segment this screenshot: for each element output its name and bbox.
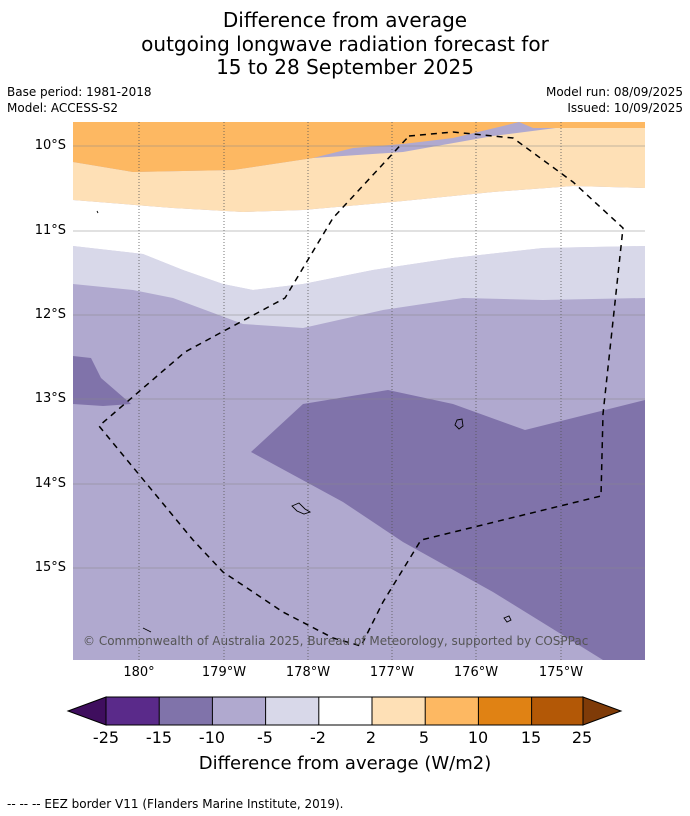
title-line-1: Difference from average bbox=[222, 8, 468, 32]
colorbar-tick-label: 10 bbox=[467, 728, 489, 747]
lat-label: 15°S bbox=[34, 560, 66, 575]
lon-label: 176°W bbox=[453, 665, 499, 680]
colorbar-tick-label: 25 bbox=[571, 728, 593, 747]
copyright-notice: © Commonwealth of Australia 2025, Bureau… bbox=[83, 634, 588, 648]
eez-border bbox=[97, 131, 624, 647]
colorbar-tick-label: 2 bbox=[365, 728, 377, 747]
colorbar-swatch bbox=[106, 697, 160, 725]
band-pos5 bbox=[73, 122, 403, 172]
band-neg10-west bbox=[73, 356, 131, 406]
band-pos2 bbox=[73, 122, 645, 212]
islet-northwest bbox=[96, 210, 99, 214]
colorbar-min-extension bbox=[66, 696, 107, 726]
eez-legend: -- -- -- EEZ border V11 (Flanders Marine… bbox=[7, 797, 344, 811]
colorbar-tick-label: -15 bbox=[145, 728, 173, 747]
title-line-2: outgoing longwave radiation forecast for bbox=[141, 32, 549, 56]
island-east bbox=[454, 418, 464, 430]
colorbar-tick-label: 5 bbox=[418, 728, 430, 747]
island-outlines bbox=[96, 210, 512, 633]
colorbar-tick-label: -10 bbox=[198, 728, 226, 747]
colorbar-tick-label: 15 bbox=[520, 728, 542, 747]
model-label: Model: ACCESS-S2 bbox=[7, 101, 119, 115]
colorbar-swatch bbox=[478, 697, 532, 725]
lat-label: 14°S bbox=[34, 476, 66, 491]
colorbar-swatch bbox=[531, 697, 583, 725]
lat-label: 12°S bbox=[34, 307, 66, 322]
band-pos5-east bbox=[403, 122, 645, 144]
lat-label: 13°S bbox=[34, 391, 66, 406]
colorbar-tick-label: -5 bbox=[257, 728, 273, 747]
colorbar-swatch bbox=[212, 697, 266, 725]
colorbar-tick-label: -25 bbox=[92, 728, 120, 747]
lon-label: 177°W bbox=[369, 665, 415, 680]
lon-label: 180° bbox=[123, 665, 155, 680]
lon-label: 175°W bbox=[538, 665, 584, 680]
island-southwest bbox=[142, 627, 152, 633]
colorbar-swatch bbox=[159, 697, 213, 725]
issued-label: Issued: 10/09/2025 bbox=[567, 101, 683, 115]
lon-label: 179°W bbox=[201, 665, 247, 680]
colorbar-swatch bbox=[372, 697, 426, 725]
base-period-label: Base period: 1981-2018 bbox=[7, 85, 152, 99]
latitude-lines bbox=[73, 145, 645, 569]
title-line-3: 15 to 28 September 2025 bbox=[216, 55, 474, 79]
colorbar-max-extension bbox=[582, 696, 623, 726]
colorbar-swatch bbox=[425, 697, 479, 725]
band-neg10-main bbox=[251, 390, 645, 660]
band-neutral bbox=[73, 186, 645, 290]
band-neg2 bbox=[73, 246, 645, 328]
model-run-label: Model run: 08/09/2025 bbox=[545, 85, 683, 99]
lon-label: 178°W bbox=[285, 665, 331, 680]
island-central bbox=[291, 502, 312, 515]
colorbar-tick-label: -2 bbox=[310, 728, 326, 747]
colorbar bbox=[66, 696, 623, 726]
lat-label: 10°S bbox=[34, 138, 66, 153]
map-plot: © Commonwealth of Australia 2025, Bureau… bbox=[73, 122, 645, 660]
island-southeast bbox=[503, 615, 512, 623]
colorbar-swatch bbox=[318, 697, 372, 725]
colorbar-title: Difference from average (W/m2) bbox=[198, 753, 492, 774]
colorbar-swatch bbox=[265, 697, 319, 725]
lat-label: 11°S bbox=[34, 223, 66, 238]
